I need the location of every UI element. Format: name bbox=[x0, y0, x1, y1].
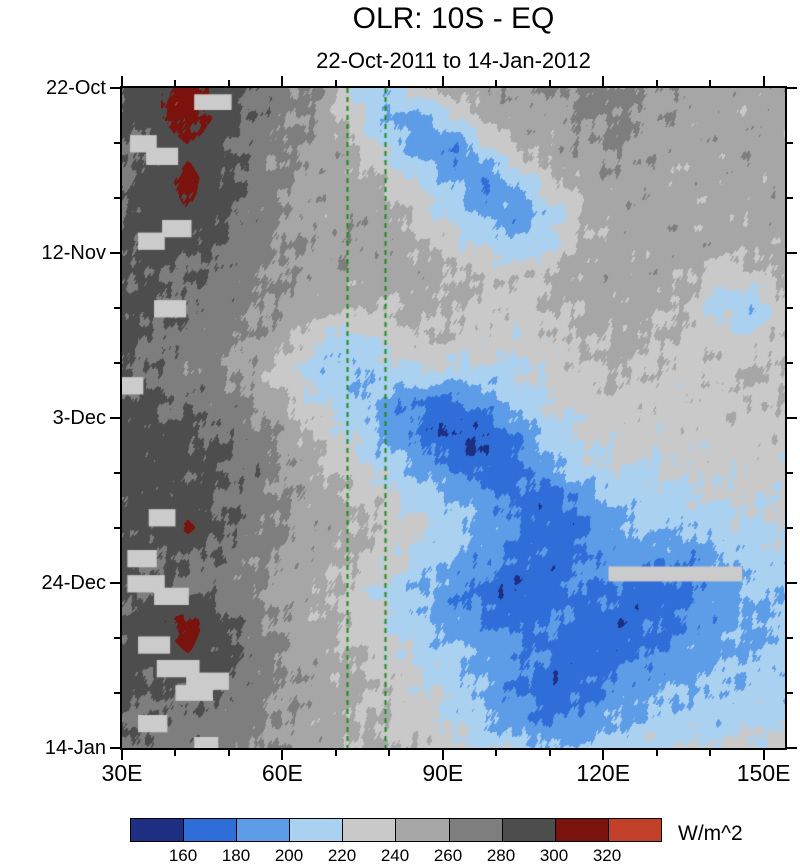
x-axis-tick bbox=[441, 750, 444, 760]
x-axis-tick bbox=[281, 76, 284, 86]
y-tick-label: 22-Oct bbox=[45, 77, 106, 99]
y-axis-tick bbox=[110, 252, 120, 254]
x-axis-tick bbox=[709, 80, 712, 86]
x-axis-tick bbox=[227, 750, 230, 756]
colorbar-cell bbox=[343, 819, 397, 841]
y-tick-label: 24-Dec bbox=[41, 572, 106, 594]
x-axis-tick bbox=[709, 750, 712, 756]
y-axis-tick bbox=[114, 637, 120, 639]
x-axis-tick bbox=[762, 750, 765, 760]
colorbar-tick-label: 240 bbox=[380, 846, 410, 864]
colorbar-tick-label: 200 bbox=[274, 846, 304, 864]
y-axis-tick bbox=[787, 692, 793, 694]
y-axis-tick bbox=[114, 307, 120, 309]
y-axis-tick bbox=[114, 142, 120, 144]
y-axis-tick bbox=[787, 142, 793, 144]
y-tick-label: 14-Jan bbox=[44, 737, 106, 759]
chart-subtitle: 22-Oct-2011 to 14-Jan-2012 bbox=[316, 48, 591, 73]
x-axis-tick bbox=[762, 76, 765, 86]
x-axis-tick bbox=[655, 80, 658, 86]
colorbar-tick-label: 220 bbox=[327, 846, 357, 864]
x-tick-label: 90E bbox=[422, 760, 464, 786]
y-axis-tick bbox=[787, 252, 797, 254]
x-axis-tick bbox=[334, 80, 337, 86]
y-tick-label: 3-Dec bbox=[52, 407, 106, 429]
x-axis-tick bbox=[121, 750, 123, 760]
colorbar-cell bbox=[290, 819, 344, 841]
colorbar-tick-label: 260 bbox=[433, 846, 463, 864]
x-axis-tick bbox=[388, 750, 391, 756]
colorbar-cell bbox=[608, 819, 661, 841]
x-axis-tick bbox=[174, 80, 177, 86]
colorbar-cell bbox=[184, 819, 238, 841]
y-axis-tick bbox=[787, 472, 793, 474]
x-axis-tick bbox=[495, 750, 498, 756]
y-axis-tick bbox=[787, 87, 797, 89]
colorbar-tick-label: 320 bbox=[592, 846, 622, 864]
colorbar-tick-label: 160 bbox=[168, 846, 198, 864]
x-tick-label: 30E bbox=[101, 760, 143, 786]
x-axis-tick bbox=[602, 76, 605, 86]
y-axis-tick bbox=[787, 362, 793, 364]
y-axis-tick bbox=[787, 417, 797, 419]
x-axis-tick bbox=[548, 750, 551, 756]
colorbar-cell bbox=[237, 819, 291, 841]
y-axis-tick bbox=[110, 747, 120, 749]
x-axis-tick bbox=[548, 80, 551, 86]
y-axis-tick bbox=[787, 527, 793, 529]
y-axis-tick bbox=[114, 472, 120, 474]
colorbar-tick-label: 180 bbox=[221, 846, 251, 864]
y-axis-tick bbox=[110, 87, 120, 89]
x-axis-tick bbox=[495, 80, 498, 86]
y-axis-tick bbox=[114, 692, 120, 694]
x-tick-label: 60E bbox=[261, 760, 303, 786]
x-axis-tick bbox=[281, 750, 284, 760]
colorbar-tick-label: 300 bbox=[539, 846, 569, 864]
y-tick-label: 12-Nov bbox=[41, 242, 106, 264]
y-axis-tick bbox=[114, 527, 120, 529]
x-axis-tick bbox=[174, 750, 177, 756]
y-axis-tick bbox=[787, 747, 797, 749]
y-axis-tick bbox=[787, 637, 793, 639]
colorbar-cell bbox=[396, 819, 450, 841]
x-axis-tick bbox=[388, 80, 391, 86]
y-axis-tick bbox=[110, 582, 120, 584]
colorbar-units-label: W/m^2 bbox=[678, 822, 743, 845]
colorbar-tick-label: 280 bbox=[486, 846, 516, 864]
y-axis-tick bbox=[110, 417, 120, 419]
x-axis-tick bbox=[441, 76, 444, 86]
colorbar-cell bbox=[131, 819, 185, 841]
x-axis-tick bbox=[602, 750, 605, 760]
colorbar-cell bbox=[449, 819, 503, 841]
x-axis-tick bbox=[655, 750, 658, 756]
x-axis-tick bbox=[227, 80, 230, 86]
y-axis-tick bbox=[114, 197, 120, 199]
y-axis-tick bbox=[787, 307, 793, 309]
heatmap-canvas bbox=[122, 88, 785, 748]
colorbar-cell bbox=[502, 819, 556, 841]
x-tick-label: 120E bbox=[576, 760, 631, 786]
chart-title: OLR: 10S - EQ bbox=[352, 2, 555, 35]
x-tick-label: 150E bbox=[736, 760, 791, 786]
plot-area bbox=[120, 86, 787, 750]
y-axis-tick bbox=[787, 197, 793, 199]
x-axis-tick bbox=[121, 76, 123, 86]
y-axis-tick bbox=[787, 582, 797, 584]
y-axis-tick bbox=[114, 362, 120, 364]
colorbar bbox=[130, 818, 662, 842]
x-axis-tick bbox=[334, 750, 337, 756]
colorbar-cell bbox=[555, 819, 609, 841]
